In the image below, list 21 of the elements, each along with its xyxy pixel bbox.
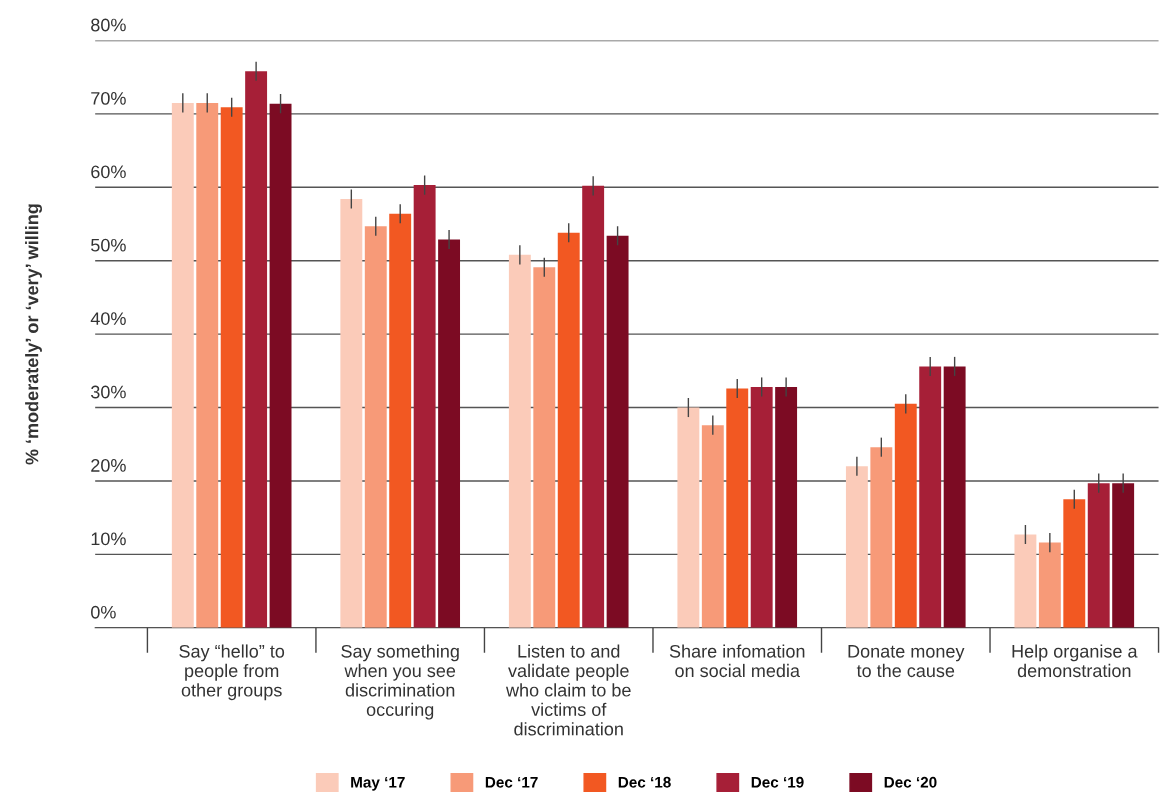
y-tick-label: 50% [91,238,126,252]
legend-label: May ‘17 [351,777,405,791]
y-tick-label: 80% [91,18,126,32]
legend-label: Dec ‘20 [884,776,937,788]
y-tick-label: 10% [91,532,126,546]
y-tick-label: 20% [91,459,126,472]
legend-label: Dec ‘17 [485,777,538,788]
legend-label: Dec ‘18 [618,776,671,788]
x-tick-label: Listen to and validate people who claim to be victims of discrimination [505,644,631,736]
x-tick-label: Donate money to the cause [848,645,965,678]
y-tick-label: 60% [91,165,126,179]
y-tick-label: 0% [91,605,116,619]
x-tick-label: Say something when you see discrimination occuring [341,644,459,720]
y-tick-label: 40% [90,312,126,325]
x-tick-label: Say “hello” to people from other groups [179,644,285,701]
x-tick-label: Help organise a demonstration [1012,644,1138,678]
y-tick-label: 70% [91,92,126,105]
y-axis-title: % ‘moderately’ or ‘very’ willing [25,204,43,465]
y-tick-label: 30% [91,385,126,399]
x-tick-label: Share infomation on social media [669,644,805,678]
legend-label: Dec ‘19 [751,776,804,788]
